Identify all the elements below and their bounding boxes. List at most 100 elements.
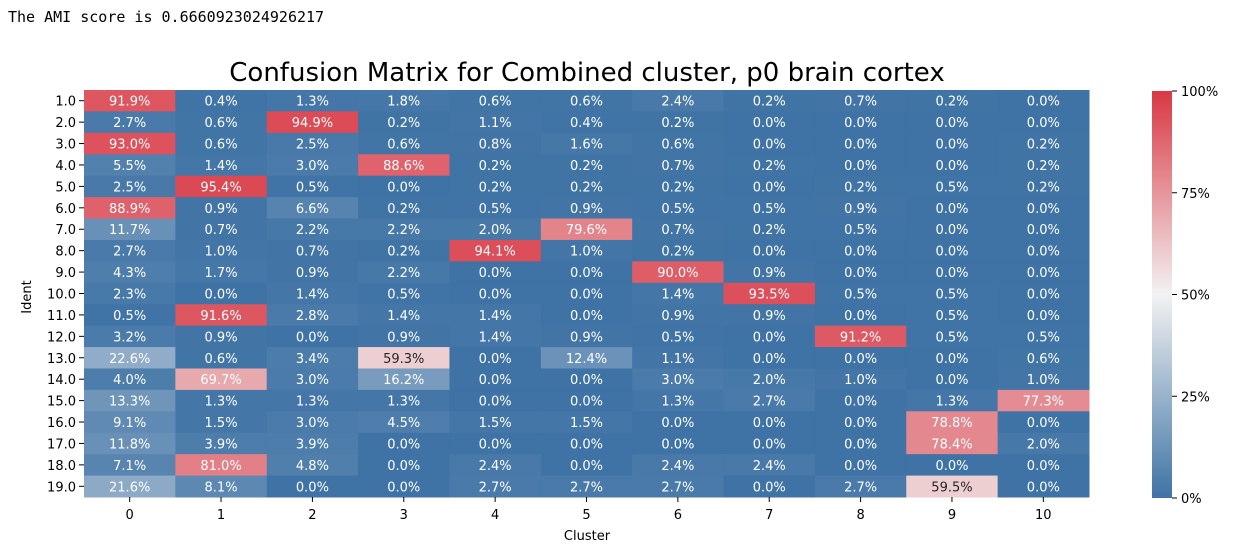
cell-value-label: 0.0% bbox=[844, 437, 877, 452]
cell-value-label: 3.0% bbox=[296, 373, 329, 388]
cell-value-label: 0.0% bbox=[935, 138, 968, 153]
cell-value-label: 0.0% bbox=[935, 116, 968, 131]
heatmap-cell bbox=[723, 175, 816, 198]
cell-value-label: 2.7% bbox=[113, 245, 146, 260]
cell-value-label: 0.9% bbox=[570, 330, 603, 345]
heatmap-cell bbox=[540, 261, 633, 284]
x-tick-label: 9 bbox=[948, 508, 956, 523]
cell-value-label: 0.2% bbox=[661, 245, 694, 260]
cell-value-label: 0.0% bbox=[387, 437, 420, 452]
heatmap-cell bbox=[906, 411, 999, 434]
cell-value-label: 1.1% bbox=[479, 116, 512, 131]
heatmap-cell bbox=[358, 304, 450, 327]
cell-value-label: 22.6% bbox=[109, 352, 150, 367]
cell-value-label: 0.5% bbox=[1027, 330, 1060, 345]
cell-value-label: 0.0% bbox=[844, 416, 877, 431]
cell-value-label: 4.0% bbox=[113, 373, 146, 388]
heatmap-cell bbox=[449, 111, 542, 134]
heatmap-cell bbox=[175, 111, 268, 134]
heatmap-cell bbox=[175, 475, 268, 498]
heatmap-cell bbox=[266, 111, 359, 134]
x-tick-label: 1 bbox=[217, 508, 225, 523]
heatmap-cell bbox=[906, 368, 999, 391]
heatmap-cell bbox=[723, 368, 816, 391]
cell-value-label: 79.6% bbox=[566, 223, 607, 238]
heatmap-cell bbox=[84, 282, 176, 305]
heatmap-cell bbox=[997, 454, 1090, 477]
heatmap-cell bbox=[540, 368, 633, 391]
heatmap-cell bbox=[84, 111, 176, 134]
y-tick-label: 10.0 bbox=[47, 288, 76, 303]
cell-value-label: 2.7% bbox=[753, 395, 786, 410]
cell-value-label: 0.5% bbox=[661, 330, 694, 345]
heatmap-cell bbox=[266, 239, 359, 262]
heatmap-cell bbox=[540, 175, 633, 198]
cell-value-label: 1.3% bbox=[935, 395, 968, 410]
heatmap-cell bbox=[266, 432, 359, 455]
cell-value-label: 1.0% bbox=[205, 245, 238, 260]
cell-value-label: 1.5% bbox=[570, 416, 603, 431]
cell-value-label: 0.5% bbox=[753, 202, 786, 217]
heatmap-cell bbox=[997, 282, 1090, 305]
cell-value-label: 0.6% bbox=[205, 116, 238, 131]
cell-value-label: 0.0% bbox=[844, 352, 877, 367]
cell-value-label: 0.0% bbox=[935, 266, 968, 281]
heatmap-cell bbox=[814, 282, 907, 305]
heatmap-cell bbox=[449, 282, 542, 305]
heatmap-cell bbox=[540, 454, 633, 477]
heatmap-cell bbox=[84, 261, 176, 284]
cell-value-label: 0.0% bbox=[1027, 95, 1060, 110]
heatmap-cell bbox=[632, 197, 725, 220]
y-tick-label: 19.0 bbox=[47, 480, 76, 495]
cell-value-label: 0.0% bbox=[570, 437, 603, 452]
heatmap-cell bbox=[449, 218, 542, 241]
heatmap-cell bbox=[175, 454, 268, 477]
heatmap-cell bbox=[814, 111, 907, 134]
cell-value-label: 0.6% bbox=[1027, 352, 1060, 367]
y-tick-label: 7.0 bbox=[55, 223, 76, 238]
y-tick-label: 17.0 bbox=[47, 437, 76, 452]
cell-value-label: 93.5% bbox=[749, 288, 790, 303]
cell-value-label: 0.5% bbox=[113, 309, 146, 324]
cell-value-label: 0.9% bbox=[205, 202, 238, 217]
cell-value-label: 0.0% bbox=[935, 159, 968, 174]
cell-value-label: 0.0% bbox=[479, 395, 512, 410]
cell-value-label: 1.3% bbox=[296, 95, 329, 110]
x-tick-label: 2 bbox=[308, 508, 316, 523]
cell-value-label: 0.5% bbox=[296, 180, 329, 195]
cell-value-label: 0.7% bbox=[296, 245, 329, 260]
x-tick-label: 0 bbox=[126, 508, 134, 523]
heatmap-cell bbox=[997, 411, 1090, 434]
cell-value-label: 0.2% bbox=[479, 180, 512, 195]
cell-value-label: 0.2% bbox=[935, 95, 968, 110]
x-tick-label: 8 bbox=[856, 508, 864, 523]
y-tick-label: 18.0 bbox=[47, 459, 76, 474]
heatmap-cell bbox=[997, 154, 1090, 177]
heatmap-cell bbox=[632, 132, 725, 155]
y-tick-label: 6.0 bbox=[55, 202, 76, 217]
cell-value-label: 0.0% bbox=[935, 202, 968, 217]
heatmap-cell bbox=[358, 90, 450, 112]
cell-value-label: 5.5% bbox=[113, 159, 146, 174]
heatmap-cell bbox=[997, 218, 1090, 241]
cell-value-label: 0.0% bbox=[753, 437, 786, 452]
cell-value-label: 93.0% bbox=[109, 138, 150, 153]
heatmap-cell bbox=[358, 368, 450, 391]
y-tick-label: 13.0 bbox=[47, 352, 76, 367]
heatmap-cell bbox=[723, 132, 816, 155]
heatmap-cell bbox=[997, 175, 1090, 198]
heatmap-cell bbox=[449, 347, 542, 369]
cell-value-label: 78.4% bbox=[931, 437, 972, 452]
cell-value-label: 0.0% bbox=[1027, 309, 1060, 324]
heatmap-cell bbox=[723, 197, 816, 220]
heatmap-cell bbox=[906, 475, 999, 498]
heatmap-cell bbox=[266, 389, 359, 412]
heatmap-cell bbox=[723, 347, 816, 369]
y-tick-label: 14.0 bbox=[47, 373, 76, 388]
cell-value-label: 0.0% bbox=[844, 395, 877, 410]
heatmap-cell bbox=[84, 175, 176, 198]
heatmap-cell bbox=[540, 282, 633, 305]
cell-value-label: 90.0% bbox=[657, 266, 698, 281]
cell-value-label: 0.5% bbox=[661, 202, 694, 217]
heatmap-cell bbox=[266, 154, 359, 177]
